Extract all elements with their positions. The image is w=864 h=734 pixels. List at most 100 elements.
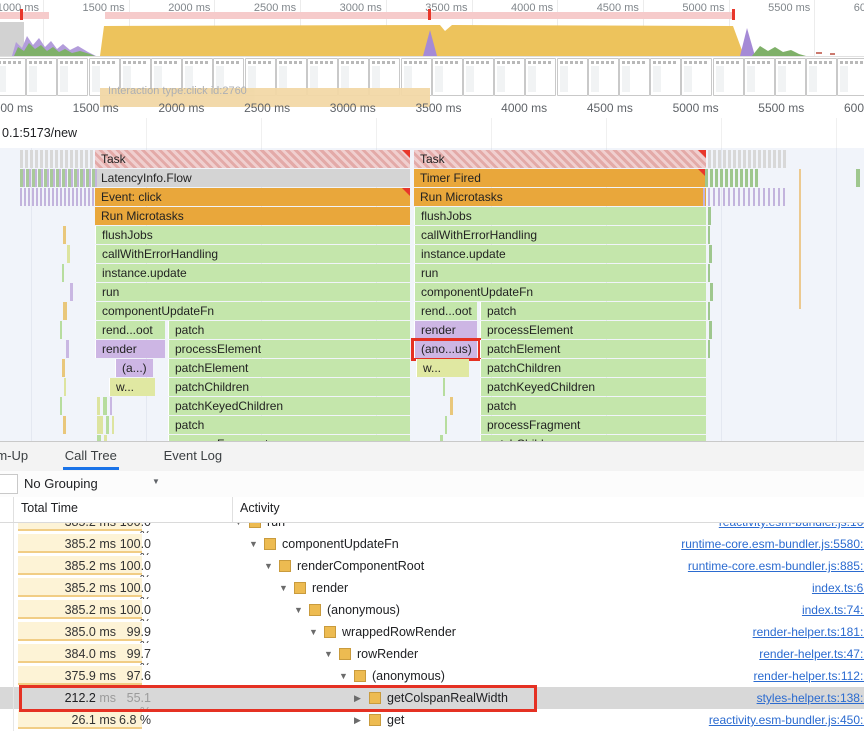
flame-bar[interactable]: Timer Fired	[414, 169, 706, 187]
flame-bar[interactable]: w...	[416, 359, 469, 377]
flame-bar[interactable]: w...	[109, 378, 155, 396]
screenshot-thumbnail[interactable]	[587, 58, 619, 96]
screenshot-thumbnail[interactable]	[556, 58, 588, 96]
flame-bar[interactable]: instance.update	[95, 264, 410, 282]
source-link[interactable]: styles-helper.ts:138:3	[756, 691, 864, 705]
source-link[interactable]: render-helper.ts:181:2	[752, 625, 864, 639]
flame-bar[interactable]: processFragment	[480, 416, 706, 434]
filter-input[interactable]	[0, 474, 18, 494]
screenshot-thumbnail[interactable]	[681, 58, 713, 96]
tab-call-tree[interactable]: Call Tree	[62, 442, 119, 470]
interaction-track-band[interactable]: Interaction type:click id:2760	[100, 85, 430, 107]
tab-bottom-up[interactable]: Bottom-Up	[0, 448, 29, 463]
flame-bar[interactable]: Task	[414, 150, 706, 168]
tree-expand-arrow-icon[interactable]: ▼	[264, 561, 273, 571]
screenshot-thumbnail[interactable]	[26, 58, 58, 96]
flame-bar[interactable]: patchElement	[480, 340, 706, 358]
source-link[interactable]: runtime-core.esm-bundler.js:5580:3	[681, 537, 864, 551]
tree-collapse-arrow-icon[interactable]: ▶	[354, 693, 361, 703]
flame-bar[interactable]: Run Microtasks	[414, 188, 706, 206]
flame-bar[interactable]: rend...oot	[95, 321, 165, 339]
column-total-time[interactable]: Total Time	[21, 501, 78, 515]
flame-bar[interactable]: patchKeyedChildren	[168, 397, 410, 415]
flame-bar[interactable]: patch	[480, 397, 706, 415]
flame-fragment	[708, 226, 710, 244]
flame-bar[interactable]: rend...oot	[414, 302, 477, 320]
source-link[interactable]: render-helper.ts:112:2	[753, 669, 864, 683]
source-link[interactable]: reactivity.esm-bundler.js:450:2	[708, 713, 864, 727]
grouping-select[interactable]: No Grouping	[24, 476, 98, 491]
source-link[interactable]: render-helper.ts:47:2	[759, 647, 864, 661]
flame-bar[interactable]: processElement	[480, 321, 706, 339]
screenshot-thumbnail[interactable]	[775, 58, 806, 96]
flame-bar[interactable]: run	[95, 283, 410, 301]
flame-bar[interactable]: patchChildren	[168, 378, 410, 396]
flame-bar[interactable]: patch	[168, 321, 410, 339]
screenshot-thumbnail[interactable]	[806, 58, 838, 96]
screenshot-thumbnail[interactable]	[463, 58, 494, 96]
flame-bar[interactable]: Event: click	[95, 188, 410, 206]
flame-bar[interactable]: flushJobs	[95, 226, 410, 244]
screenshot-thumbnail[interactable]	[0, 58, 26, 96]
tree-expand-arrow-icon[interactable]: ▼	[339, 671, 348, 681]
flame-fragment	[77, 169, 79, 187]
flame-bar[interactable]: render	[414, 321, 477, 339]
screenshot-thumbnail[interactable]	[650, 58, 682, 96]
screenshot-thumbnail[interactable]	[837, 58, 864, 96]
column-activity[interactable]: Activity	[240, 501, 280, 515]
flame-bar[interactable]: LatencyInfo.Flow	[95, 169, 410, 187]
tree-collapse-arrow-icon[interactable]: ▶	[354, 715, 361, 725]
timeline-overview[interactable]: 1000 ms 1500 ms 2000 ms 2500 ms 3000 ms 3500 …	[0, 0, 864, 57]
screenshot-thumbnail[interactable]	[712, 58, 744, 96]
source-link[interactable]: index.ts:74:1	[801, 603, 864, 617]
screenshot-thumbnail[interactable]	[431, 58, 463, 96]
flame-bar[interactable]: instance.update	[414, 245, 706, 263]
flame-bar[interactable]: callWithErrorHandling	[414, 226, 706, 244]
flame-bar[interactable]: componentUpdateFn	[414, 283, 706, 301]
flame-bar[interactable]: render	[95, 340, 165, 358]
flame-bar[interactable]: patchKeyedChildren	[480, 378, 706, 396]
flame-bar[interactable]: (a...)	[115, 359, 153, 377]
tree-expand-arrow-icon[interactable]: ▼	[309, 627, 318, 637]
screenshot-thumbnail[interactable]	[494, 58, 526, 96]
flame-bar[interactable]: processFragment	[168, 435, 410, 441]
flame-bar[interactable]: patchChildren	[480, 435, 706, 441]
source-link[interactable]: index.ts:68	[811, 581, 864, 595]
tree-expand-arrow-icon[interactable]: ▼	[249, 539, 258, 549]
flame-bar[interactable]: Run Microtasks	[95, 207, 410, 225]
flame-bar[interactable]: Task	[95, 150, 410, 168]
flame-chart[interactable]: Task LatencyInfo.Flow Event: click Run Micr…	[0, 148, 864, 441]
screenshot-thumbnail[interactable]	[743, 58, 775, 96]
screenshot-thumbnail[interactable]	[619, 58, 650, 96]
flame-bar[interactable]: callWithErrorHandling	[95, 245, 410, 263]
flame-bar[interactable]: (ano...us)	[414, 340, 477, 358]
flame-bar[interactable]: flushJobs	[414, 207, 706, 225]
tree-expand-arrow-icon[interactable]: ▼	[234, 522, 243, 527]
flame-bar[interactable]: componentUpdateFn	[95, 302, 410, 320]
flame-bar[interactable]: processElement	[168, 340, 410, 358]
screenshot-thumbnail[interactable]	[525, 58, 557, 96]
flame-bar[interactable]: patchElement	[168, 359, 410, 377]
tree-expand-arrow-icon[interactable]: ▼	[279, 583, 288, 593]
flame-bar[interactable]: run	[414, 264, 706, 282]
tab-event-log[interactable]: Event Log	[163, 448, 223, 463]
flame-bar[interactable]: patch	[168, 416, 410, 434]
flame-bar[interactable]: patch	[480, 302, 706, 320]
source-link[interactable]: runtime-core.esm-bundler.js:885:1	[687, 559, 864, 573]
source-link[interactable]: reactivity.esm-bundler.js:164	[718, 522, 864, 529]
table-row[interactable]: 26.1 ms 6.8 % ▶ get reactivity.esm-bundler.j…	[0, 709, 864, 731]
flame-bar[interactable]: patchChildren	[480, 359, 706, 377]
screenshot-thumbnail[interactable]	[57, 58, 89, 96]
tree-expand-arrow-icon[interactable]: ▼	[294, 605, 303, 615]
tree-expand-arrow-icon[interactable]: ▼	[324, 649, 333, 659]
